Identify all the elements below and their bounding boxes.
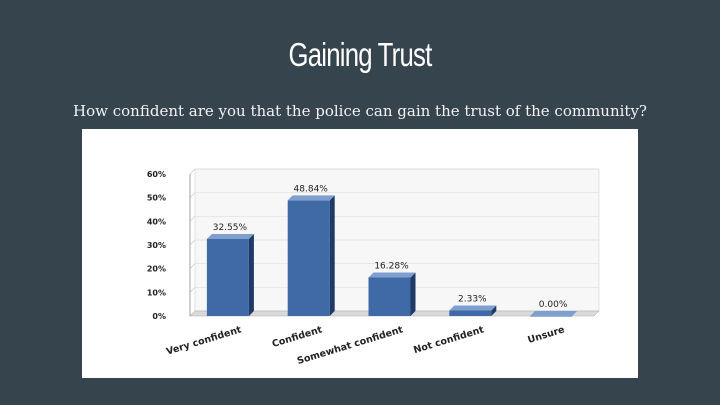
y-tick-label: 40% [147,217,166,226]
bar-top [530,311,578,316]
y-tick-label: 60% [147,170,166,179]
bar [368,277,411,316]
y-tick-label: 30% [147,241,166,250]
gridline-depth [189,168,196,175]
slide-title: Gaining Trust [288,36,433,73]
gridline-depth [189,287,196,293]
x-tick-label: Unsure [526,324,566,346]
x-tick-label: Very confident [165,324,243,357]
bar-side [248,233,254,316]
data-label: 32.55% [213,223,248,233]
bar-top [449,305,497,311]
bar [530,316,573,317]
chart-panel: 0% 10% 20% 30% 40% 50% 60% 32.55% Very confident… [82,129,638,378]
bar-side [329,195,335,316]
data-label: 2.33% [458,294,487,304]
data-label: 48.84% [294,184,329,194]
y-tick-label: 10% [147,288,166,297]
bar-side [491,305,497,316]
slide-subtitle: How confident are you that the police ca… [73,102,647,120]
gridline-depth [189,216,196,222]
y-tick-label: 20% [147,265,166,274]
y-tick-label: 0% [152,312,166,321]
gridline-depth [189,239,196,246]
bar-top [368,272,416,278]
bar-top [287,195,335,201]
bar [287,200,330,316]
data-label: 16.28% [374,261,409,271]
data-label: 0.00% [539,300,568,310]
gridline-depth [189,192,196,198]
x-tick-label: Confident [271,324,324,350]
bar-chart: 0% 10% 20% 30% 40% 50% 60% 32.55% Very confident… [147,168,600,367]
x-tick-label: Not confident [412,324,485,356]
bar-side [410,272,416,316]
bar [449,310,492,316]
bar [206,238,249,316]
gridline-depth [189,263,196,269]
y-tick-label: 50% [147,194,166,203]
bar-top [206,233,254,239]
